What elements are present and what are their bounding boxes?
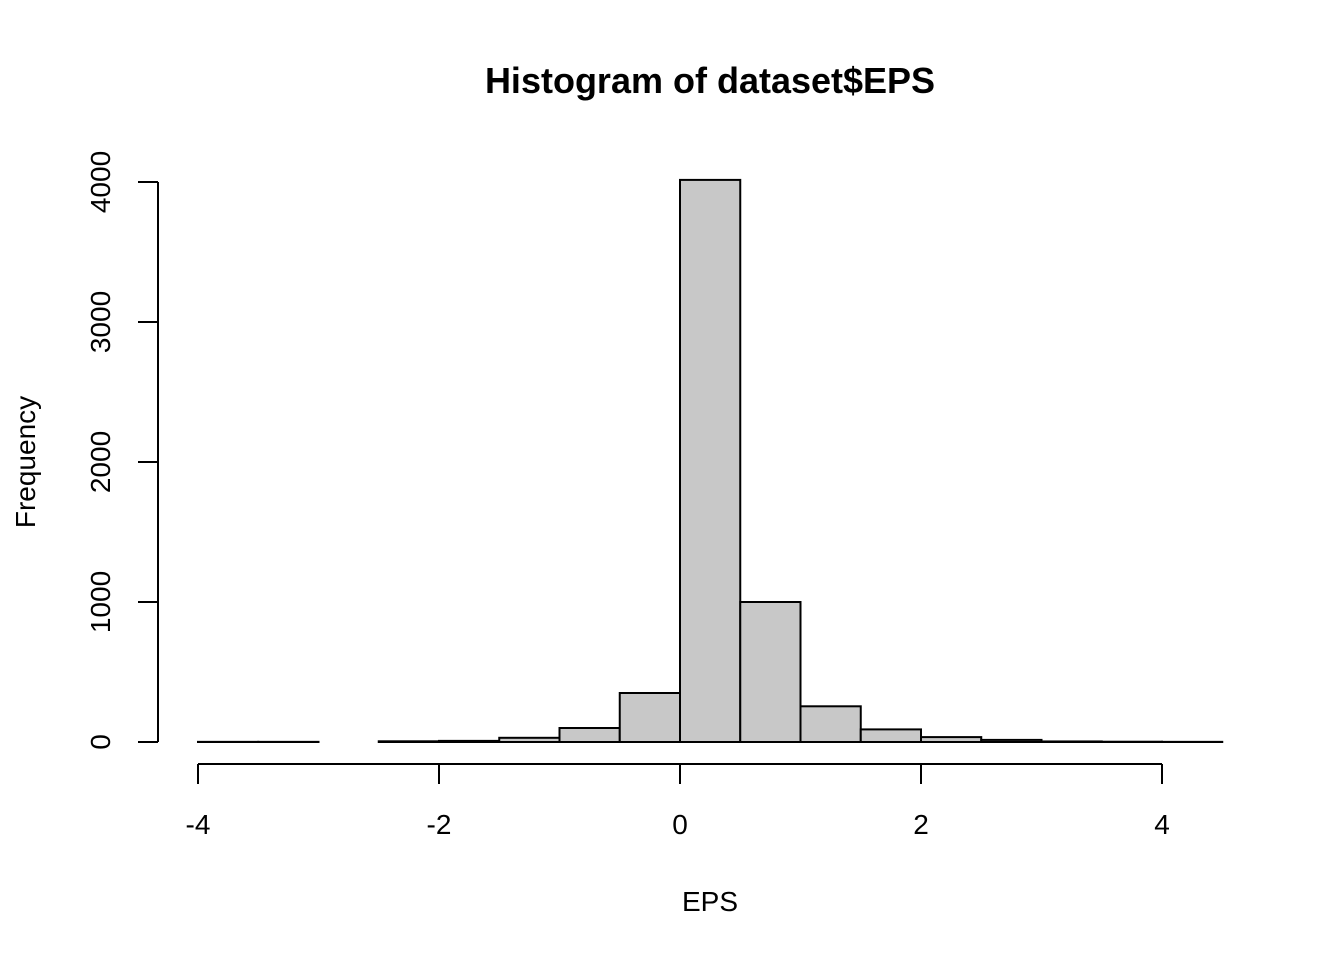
x-axis-label: EPS [682, 886, 738, 917]
y-axis-label: Frequency [10, 396, 41, 528]
y-tick-label: 3000 [85, 291, 116, 353]
y-tick-label: 0 [85, 734, 116, 750]
x-tick-label: 0 [672, 809, 688, 840]
x-axis: -4 -2 0 2 4 [186, 764, 1170, 840]
histogram-bar [499, 738, 559, 742]
chart-title: Histogram of dataset$EPS [485, 60, 935, 101]
histogram-bar [1042, 741, 1102, 742]
histogram-bar [740, 602, 800, 742]
histogram-bar [861, 729, 921, 742]
x-tick-label: -4 [186, 809, 211, 840]
histogram-bar [620, 693, 680, 742]
x-tick-label: 2 [913, 809, 929, 840]
y-tick-label: 2000 [85, 431, 116, 493]
y-tick-label: 1000 [85, 571, 116, 633]
bars-group [198, 180, 1222, 742]
y-axis: 0 1000 2000 3000 4000 [85, 151, 158, 750]
histogram-bar [921, 737, 981, 742]
histogram-bar [379, 741, 439, 742]
y-tick-label: 4000 [85, 151, 116, 213]
histogram-bar [801, 706, 861, 742]
histogram-bar [981, 740, 1041, 742]
x-tick-label: 4 [1154, 809, 1170, 840]
histogram-bar [560, 728, 620, 742]
x-tick-label: -2 [427, 809, 452, 840]
histogram-bar [680, 180, 740, 742]
histogram-bar [439, 741, 499, 742]
